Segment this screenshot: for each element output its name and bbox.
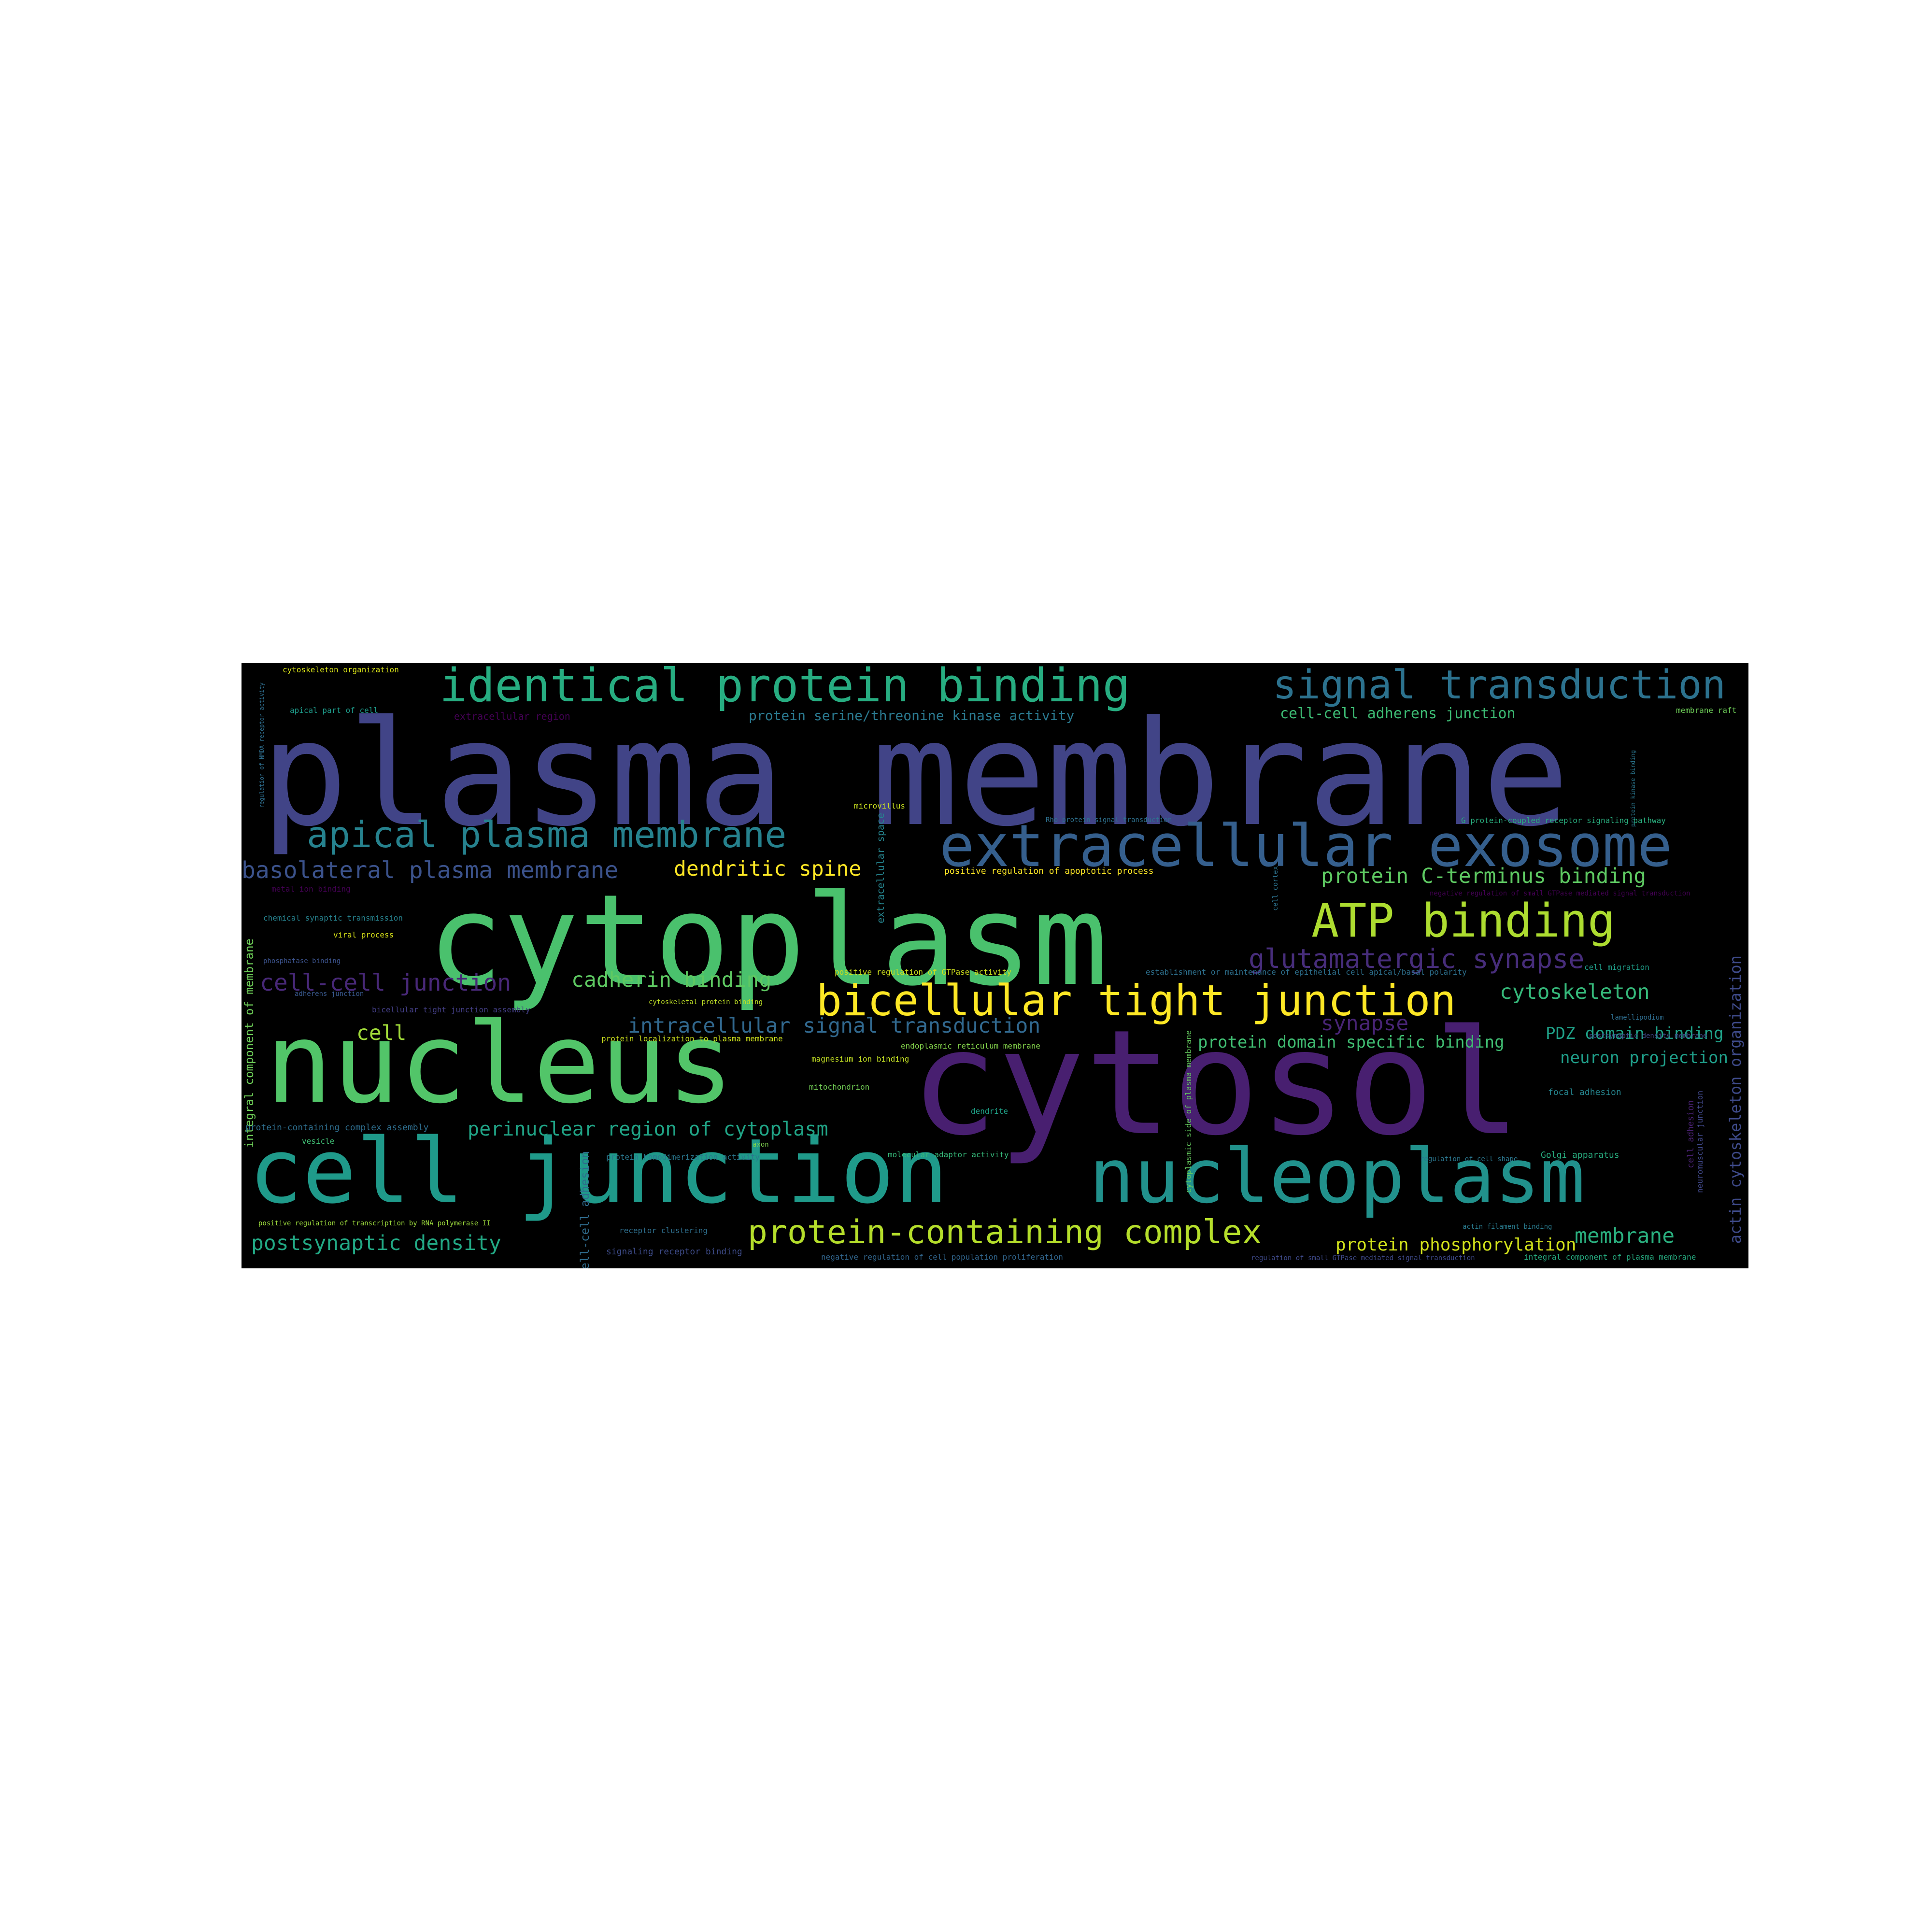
word-chemical-synaptic-transmission: chemical synaptic transmission	[263, 913, 403, 923]
word-cell-junction: cell junction	[249, 1119, 948, 1223]
word-postsynaptic-density-membrane: postsynaptic density membrane	[1589, 1032, 1707, 1040]
word-lamellipodium: lamellipodium	[1611, 1014, 1664, 1022]
word-phosphatase-binding: phosphatase binding	[263, 957, 341, 965]
word-neuron-projection: neuron projection	[1560, 1048, 1728, 1067]
word-cell-migration: cell migration	[1584, 963, 1649, 972]
word-synapse: synapse	[1321, 1011, 1409, 1036]
word-apical-part-of-cell: apical part of cell	[290, 706, 379, 715]
word-negative-regulation-of-small-gtpase-mediated-signal-transduction: negative regulation of small GTPase medi…	[1430, 890, 1690, 897]
word-actin-cytoskeleton-organization: actin cytoskeleton organization	[1726, 955, 1745, 1244]
word-extracellular-region: extracellular region	[454, 710, 570, 722]
word-axon: axon	[753, 1141, 769, 1149]
word-perinuclear-region-of-cytoplasm: perinuclear region of cytoplasm	[468, 1118, 828, 1140]
word-microvillus: microvillus	[854, 801, 905, 810]
word-endoplasmic-reticulum-membrane: endoplasmic reticulum membrane	[901, 1041, 1040, 1051]
word-cell-cell-junction: cell-cell junction	[260, 969, 511, 996]
word-postsynaptic-density: postsynaptic density	[251, 1231, 501, 1255]
word-rho-protein-signal-transduction: Rho protein signal transduction	[1046, 816, 1172, 824]
word-adherens-junction: adherens junction	[295, 990, 364, 998]
word-cytoplasmic-side-of-plasma-membrane: cytoplasmic side of plasma membrane	[1184, 1030, 1193, 1193]
word-integral-component-of-membrane: integral component of membrane	[242, 938, 256, 1148]
word-positive-regulation-of-transcription-by-rna-polymerase-ii: positive regulation of transcription by …	[258, 1220, 491, 1227]
word-nucleus: nucleus	[266, 999, 734, 1128]
word-negative-regulation-of-cell-population-proliferation: negative regulation of cell population p…	[821, 1252, 1063, 1262]
word-membrane-raft: membrane raft	[1676, 706, 1737, 715]
word-cytoskeleton-organization: cytoskeleton organization	[283, 665, 399, 674]
word-establishment-or-maintenance-of-epithelial-cell-apical-basal-polarity: establishment or maintenance of epitheli…	[1146, 967, 1467, 977]
word-extracellular-space: extracellular space	[875, 813, 886, 923]
word-mitochondrion: mitochondrion	[809, 1082, 870, 1092]
word-receptor-clustering: receptor clustering	[619, 1226, 708, 1235]
word-pdz-domain-binding: PDZ domain binding	[1546, 1024, 1724, 1043]
word-bicellular-tight-junction: bicellular tight junction	[816, 976, 1456, 1025]
word-cloud: plasma membrane cytosol cytoplasm nucleu…	[242, 663, 1748, 1268]
word-g-protein-coupled-receptor-signaling-pathway: G protein-coupled receptor signaling pat…	[1461, 816, 1666, 825]
word-magnesium-ion-binding: magnesium ion binding	[811, 1054, 909, 1064]
word-protein-c-terminus-binding: protein C-terminus binding	[1321, 864, 1647, 888]
word-dendritic-spine: dendritic spine	[674, 857, 862, 881]
word-cell: cell	[356, 1021, 407, 1045]
word-cadherin-binding: cadherin binding	[571, 968, 772, 992]
word-signaling-receptor-binding: signaling receptor binding	[606, 1247, 742, 1257]
word-protein-kinase-binding: protein kinase binding	[1630, 750, 1636, 827]
word-cell-cell-adherens-junction: cell-cell adherens junction	[1280, 705, 1516, 722]
word-viral-process: viral process	[333, 930, 394, 939]
word-integral-component-of-plasma-membrane: integral component of plasma membrane	[1524, 1252, 1696, 1262]
word-golgi-apparatus: Golgi apparatus	[1541, 1150, 1619, 1160]
word-glutamatergic-synapse: glutamatergic synapse	[1249, 943, 1585, 974]
word-dendrite: dendrite	[971, 1107, 1009, 1116]
word-cytosol: cytosol	[910, 999, 1521, 1167]
word-protein-localization-to-plasma-membrane: protein localization to plasma membrane	[601, 1034, 783, 1043]
word-nucleoplasm: nucleoplasm	[1089, 1133, 1585, 1220]
word-intracellular-signal-transduction: intracellular signal transduction	[628, 1014, 1041, 1038]
word-focal-adhesion: focal adhesion	[1548, 1087, 1621, 1097]
word-apical-plasma-membrane: apical plasma membrane	[307, 813, 787, 856]
word-regulation-of-nmda-receptor-activity: regulation of NMDA receptor activity	[258, 682, 265, 809]
word-protein-containing-complex-assembly: protein-containing complex assembly	[245, 1122, 429, 1133]
word-actin-filament-binding: actin filament binding	[1463, 1223, 1552, 1231]
word-basolateral-plasma-membrane: basolateral plasma membrane	[242, 857, 619, 884]
word-positive-regulation-of-apoptotic-process: positive regulation of apoptotic process	[944, 866, 1154, 876]
word-extracellular-exosome: extracellular exosome	[939, 813, 1673, 880]
word-molecular-adaptor-activity: molecular adaptor activity	[888, 1150, 1009, 1159]
word-positive-regulation-of-gtpase-activity: positive regulation of GTPase activity	[835, 967, 1012, 977]
word-cell-cell-adhesion: cell-cell adhesion	[578, 1151, 592, 1268]
word-cytoskeleton: cytoskeleton	[1500, 980, 1650, 1004]
word-neuromuscular-junction: neuromuscular junction	[1695, 1091, 1705, 1193]
word-cytoskeletal-protein-binding: cytoskeletal protein binding	[649, 998, 763, 1006]
word-metal-ion-binding: metal ion binding	[271, 884, 351, 894]
word-protein-containing-complex: protein-containing complex	[748, 1213, 1262, 1251]
word-protein-homodimerization-activity: protein homodimerization activity	[606, 1152, 760, 1162]
word-protein-phosphorylation: protein phosphorylation	[1335, 1235, 1577, 1255]
word-atp-binding: ATP binding	[1311, 895, 1616, 948]
word-signal-transduction: signal transduction	[1273, 663, 1726, 708]
word-membrane: membrane	[1575, 1224, 1675, 1248]
word-regulation-of-cell-shape: regulation of cell shape	[1420, 1155, 1518, 1163]
word-protein-serine-threonine-kinase-activity: protein serine/threonine kinase activity	[749, 708, 1075, 724]
word-identical-protein-binding: identical protein binding	[440, 663, 1130, 712]
word-cytoplasm: cytoplasm	[427, 868, 1108, 1014]
word-bicellular-tight-junction-assembly: bicellular tight junction assembly	[372, 1005, 530, 1014]
word-regulation-of-small-gtpase-mediated-signal-transduction: regulation of small GTPase mediated sign…	[1251, 1254, 1475, 1262]
word-plasma-membrane: plasma membrane	[261, 690, 1570, 858]
word-cell-cortex: cell cortex	[1272, 866, 1279, 911]
word-protein-domain-specific-binding: protein domain specific binding	[1198, 1033, 1505, 1052]
word-cell-adhesion: cell adhesion	[1686, 1100, 1696, 1168]
word-vesicle: vesicle	[302, 1136, 335, 1146]
